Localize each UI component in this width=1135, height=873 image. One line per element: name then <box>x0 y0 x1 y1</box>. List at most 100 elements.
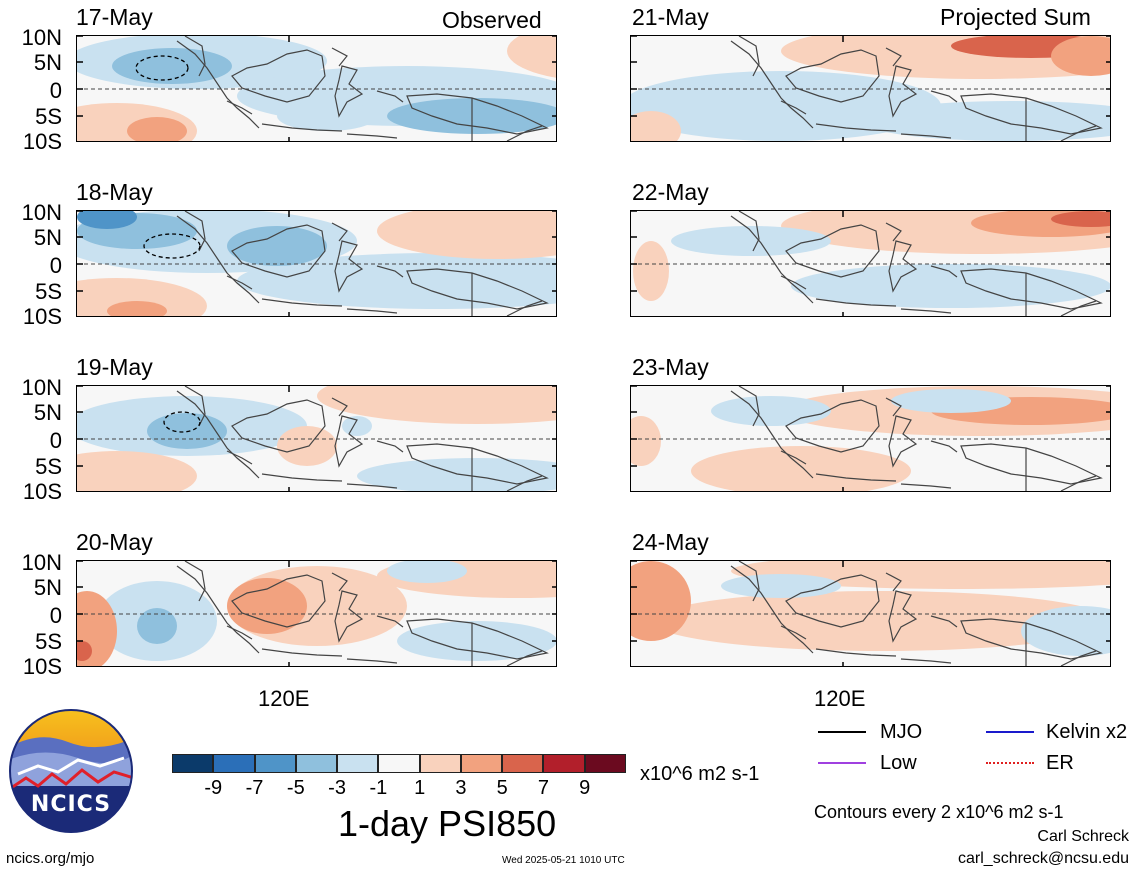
coastline <box>331 397 348 417</box>
colorbar-tick: 1 <box>414 777 426 799</box>
coastline <box>406 443 549 485</box>
map-panel-23-may <box>630 385 1111 492</box>
coastline <box>730 565 814 654</box>
coastline <box>176 215 260 304</box>
projected-header: Projected Sum <box>940 4 1091 30</box>
lat-label-4-1: 5N <box>33 575 62 600</box>
coastline <box>780 100 807 115</box>
psi850-contour-region <box>77 451 197 491</box>
psi850-contour-region <box>507 36 556 78</box>
map-panel-17-may <box>76 35 557 142</box>
coastline <box>331 47 348 67</box>
coastline <box>785 224 880 278</box>
coastline <box>900 133 952 139</box>
coastline <box>1060 475 1097 491</box>
coastline <box>780 450 807 465</box>
coastline <box>184 561 206 602</box>
coastline <box>730 390 814 479</box>
coastline <box>184 211 206 252</box>
coastline <box>885 47 902 67</box>
coastline <box>1060 125 1097 141</box>
psi850-contour-region <box>891 389 1011 413</box>
psi850-contour-region <box>631 561 691 641</box>
coastline <box>376 90 404 103</box>
coastline <box>226 450 253 465</box>
panel-date-17-may: 17-May <box>76 4 153 30</box>
coastline <box>785 574 880 628</box>
psi850-field <box>631 36 1110 141</box>
colorbar-swatch <box>543 754 585 773</box>
colorbar-tick: -1 <box>369 777 388 799</box>
psi850-contour-region <box>342 416 372 436</box>
legend-label-kelvin: Kelvin x2 <box>1046 721 1128 743</box>
psi850-contour-region <box>387 561 467 583</box>
colorbar-tick: 9 <box>579 777 591 799</box>
coastline <box>960 443 1103 485</box>
lat-label-3-0: 10N <box>21 375 62 400</box>
psi850-contour-region <box>633 241 669 301</box>
coastline <box>960 93 1103 135</box>
lat-label-3-3: 5S <box>35 454 62 479</box>
coastline <box>261 473 343 482</box>
mjo-contour <box>143 233 201 259</box>
colorbar-swatch <box>584 754 626 773</box>
coastline <box>176 565 260 654</box>
coastline <box>888 240 918 293</box>
colorbar-swatch <box>213 754 255 773</box>
coastline <box>376 615 404 628</box>
coastline <box>930 90 958 103</box>
legend-label-er: ER <box>1046 752 1074 774</box>
coastline <box>226 625 253 640</box>
coastline <box>261 648 343 657</box>
colorbar-swatch <box>295 754 338 773</box>
coastline <box>406 93 549 135</box>
coastline <box>346 308 398 314</box>
map-panel-18-may <box>76 210 557 317</box>
credit-name: Carl Schreck <box>1037 828 1129 845</box>
psi850-field <box>77 386 556 491</box>
colorbar-tick: -3 <box>328 777 346 799</box>
panel-date-22-may: 22-May <box>632 179 709 205</box>
coastline <box>730 40 814 129</box>
psi850-contour-region <box>651 591 1110 651</box>
colorbar-swatch <box>337 754 379 773</box>
psi850-contour-region <box>397 621 556 661</box>
psi850-contour-region <box>861 101 1110 141</box>
lat-label-1-1: 5N <box>33 50 62 75</box>
coastline <box>334 415 364 468</box>
coastline <box>900 308 952 314</box>
legend-label-low: Low <box>880 752 917 774</box>
coastline <box>231 574 326 628</box>
colorbar <box>172 754 626 773</box>
psi850-contour-region <box>137 608 177 644</box>
coastline <box>506 125 543 141</box>
coastline <box>780 625 807 640</box>
coastline <box>346 133 398 139</box>
lat-label-2-2: 0 <box>49 253 62 278</box>
colorbar-tick: 5 <box>496 777 508 799</box>
coastline <box>346 658 398 664</box>
map-panel-21-may <box>630 35 1111 142</box>
coastline <box>261 123 343 132</box>
coastline <box>226 275 253 290</box>
lon-label-right: 120E <box>814 686 866 711</box>
coastline <box>506 650 543 666</box>
footer-url[interactable]: ncics.org/mjo <box>6 850 95 867</box>
lat-label-4-2: 0 <box>49 603 62 628</box>
coastline <box>406 618 549 660</box>
psi850-contour-region <box>77 278 207 316</box>
coastline <box>815 298 897 307</box>
psi850-contour-region <box>77 641 92 661</box>
psi850-field <box>631 211 1110 316</box>
lat-label-1-2: 0 <box>49 78 62 103</box>
coastline <box>331 222 348 242</box>
psi850-field <box>631 386 1110 491</box>
coastline <box>738 386 760 427</box>
coastline <box>785 49 880 103</box>
psi850-contour-region <box>377 211 556 259</box>
colorbar-units: x10^6 m2 s-1 <box>640 763 760 785</box>
coastline <box>780 275 807 290</box>
coastline <box>1060 650 1097 666</box>
colorbar-tick: -5 <box>286 777 305 799</box>
colorbar-swatch <box>419 754 461 773</box>
